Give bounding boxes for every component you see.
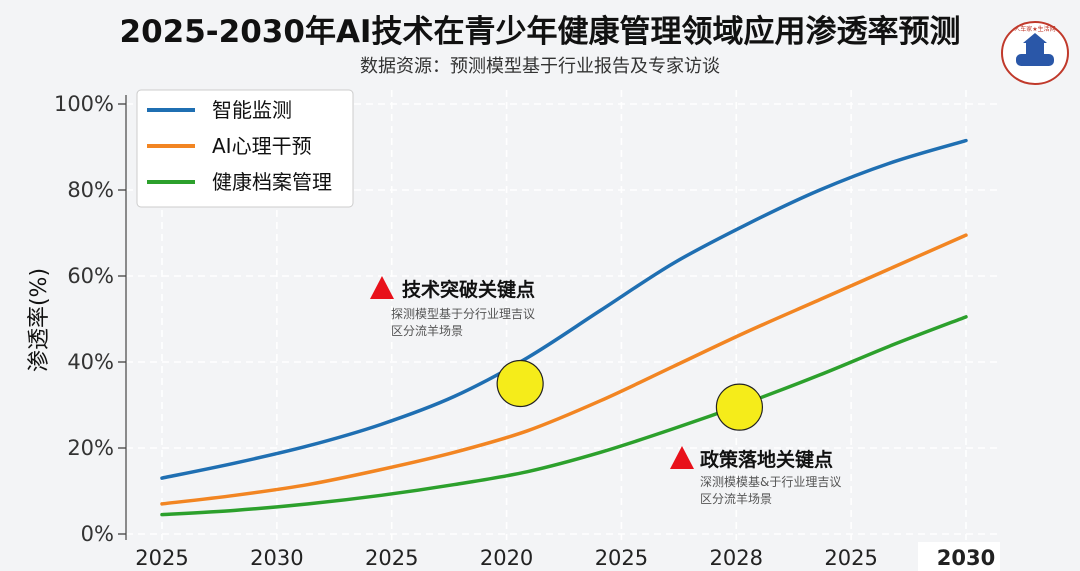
series-line-2 bbox=[160, 315, 968, 517]
y-tick-label: 20% bbox=[67, 436, 114, 460]
y-tick-label: 60% bbox=[67, 264, 114, 288]
y-tick-label: 100% bbox=[54, 92, 114, 116]
annotation-title: 政策落地关键点 bbox=[700, 448, 833, 471]
annotation-line: 深测模模基&于行业理吉议 bbox=[700, 475, 841, 489]
annotation-line: 区分流羊场景 bbox=[700, 491, 772, 506]
key-point-marker bbox=[715, 383, 764, 431]
series-line-1 bbox=[160, 233, 968, 506]
x-tick-label: 2025 bbox=[365, 546, 418, 570]
legend-label-series-2: 健康档案管理 bbox=[212, 170, 332, 194]
y-axis-label: 渗透率(%) bbox=[27, 268, 52, 372]
y-axis: 0% 20% 40% 60% 80% 100% bbox=[54, 92, 127, 546]
x-tick-highlight bbox=[918, 542, 1000, 571]
warning-triangle-icon bbox=[670, 446, 694, 469]
series-group bbox=[160, 138, 968, 517]
annotation-tech-breakthrough: 技术突破关键点 探测模型基于分行业理吉议 区分流羊场景 bbox=[370, 276, 535, 338]
logo-car-icon bbox=[1016, 54, 1054, 66]
legend-label-series-0: 智能监测 bbox=[212, 98, 292, 122]
y-tick-label: 80% bbox=[67, 178, 114, 202]
legend: 智能监测 AI心理干预 健康档案管理 bbox=[136, 89, 354, 208]
x-tick-label: 2025 bbox=[824, 546, 877, 570]
markers-group bbox=[496, 359, 764, 431]
legend-box bbox=[136, 89, 354, 208]
warning-triangle-icon bbox=[370, 276, 394, 299]
annotation-line: 区分流羊场景 bbox=[391, 323, 463, 338]
legend-label-series-1: AI心理干预 bbox=[212, 134, 312, 158]
x-axis: 2025 2030 2025 2020 2025 2028 2025 2030 bbox=[135, 542, 1000, 571]
logo-roof-icon bbox=[1023, 33, 1047, 43]
x-tick-label: 2020 bbox=[480, 546, 533, 570]
y-tick-label: 40% bbox=[67, 350, 114, 374]
site-logo: 人车家★生活网 bbox=[1001, 21, 1069, 85]
x-tick-label: 2025 bbox=[595, 546, 648, 570]
x-tick-label: 2028 bbox=[710, 546, 763, 570]
logo-text: 人车家★生活网 bbox=[1014, 25, 1055, 33]
series-line-0 bbox=[160, 138, 968, 480]
x-tick-label: 2030 bbox=[250, 546, 303, 570]
chart-title: 2025-2030年AI技术在青少年健康管理领域应用渗透率预测 bbox=[119, 14, 961, 50]
key-point-marker bbox=[496, 359, 544, 408]
logo-house-icon bbox=[1026, 42, 1044, 55]
chart-area: 0%20%40%60%80%100% 2025 2030 2025 2020 2025 2… bbox=[27, 89, 1000, 571]
chart-subtitle: 数据资源：预测模型基于行业报告及专家访谈 bbox=[360, 56, 720, 77]
annotation-policy: 政策落地关键点 深测模模基&于行业理吉议 区分流羊场景 bbox=[670, 446, 841, 506]
x-tick-label: 2030 bbox=[937, 546, 995, 570]
annotation-line: 探测模型基于分行业理吉议 bbox=[391, 307, 535, 321]
annotation-title: 技术突破关键点 bbox=[402, 278, 535, 301]
x-tick-label: 2025 bbox=[135, 546, 188, 570]
y-tick-label: 0% bbox=[81, 522, 114, 546]
